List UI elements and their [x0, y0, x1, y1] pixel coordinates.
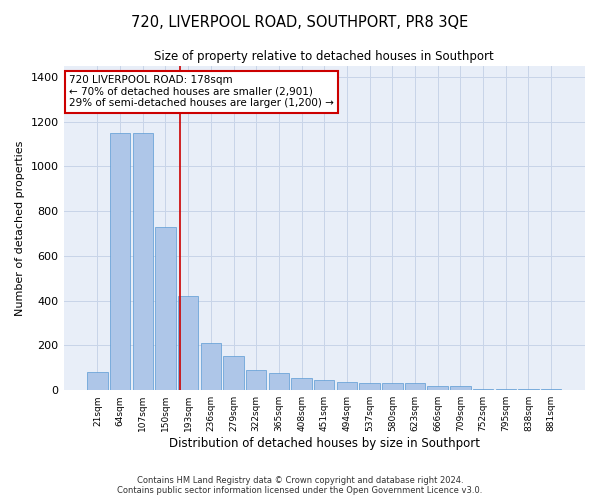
Bar: [155, 227, 176, 390]
Bar: [87, 372, 107, 390]
Text: 720, LIVERPOOL ROAD, SOUTHPORT, PR8 3QE: 720, LIVERPOOL ROAD, SOUTHPORT, PR8 3QE: [131, 15, 469, 30]
Bar: [337, 382, 357, 390]
Bar: [133, 132, 153, 390]
Title: Size of property relative to detached houses in Southport: Size of property relative to detached ho…: [154, 50, 494, 63]
Text: 720 LIVERPOOL ROAD: 178sqm
← 70% of detached houses are smaller (2,901)
29% of s: 720 LIVERPOOL ROAD: 178sqm ← 70% of deta…: [69, 76, 334, 108]
Bar: [110, 132, 130, 390]
Bar: [200, 343, 221, 390]
Text: Contains HM Land Registry data © Crown copyright and database right 2024.
Contai: Contains HM Land Registry data © Crown c…: [118, 476, 482, 495]
Bar: [246, 370, 266, 390]
Bar: [382, 384, 403, 390]
Bar: [541, 389, 561, 390]
Bar: [269, 374, 289, 390]
Bar: [292, 378, 312, 390]
Bar: [359, 384, 380, 390]
Bar: [427, 386, 448, 390]
X-axis label: Distribution of detached houses by size in Southport: Distribution of detached houses by size …: [169, 437, 480, 450]
Bar: [178, 296, 199, 390]
Bar: [473, 389, 493, 390]
Bar: [223, 356, 244, 390]
Bar: [450, 386, 470, 390]
Bar: [496, 389, 516, 390]
Y-axis label: Number of detached properties: Number of detached properties: [15, 140, 25, 316]
Bar: [314, 380, 334, 390]
Bar: [518, 389, 539, 390]
Bar: [405, 384, 425, 390]
